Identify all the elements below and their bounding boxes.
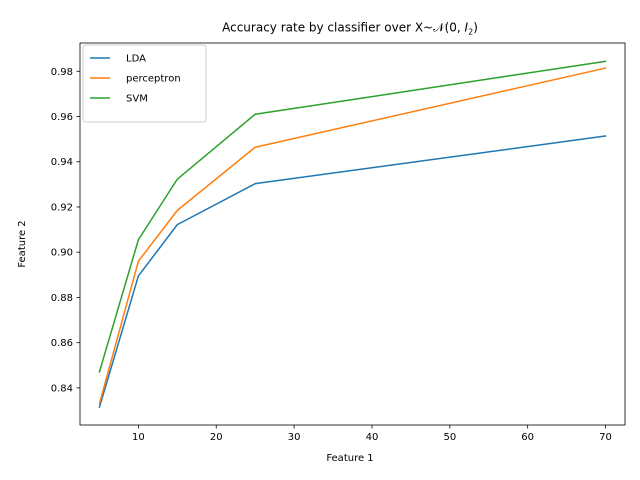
series-line-svm — [98, 60, 607, 373]
chart-title-math-sub: 2 — [468, 28, 473, 37]
x-tick-label: 60 — [521, 432, 534, 443]
y-tick-label: 0.96 — [51, 112, 73, 123]
svg-text:Accuracy rate by classifier ov: Accuracy rate by classifier over X~𝒩(0, … — [222, 21, 478, 37]
chart-title-math: 𝒩(0, — [433, 21, 464, 35]
x-tick-label: 10 — [132, 432, 145, 443]
x-axis: 10 20 30 40 50 60 70 — [132, 425, 612, 443]
y-axis-label: Feature 2 — [17, 220, 28, 267]
y-tick-label: 0.98 — [51, 67, 73, 78]
legend-label-svm: SVM — [126, 94, 148, 105]
chart-title-math-var: I — [465, 21, 469, 35]
x-tick-label: 70 — [599, 432, 612, 443]
legend: LDA perceptron SVM — [82, 44, 207, 123]
x-tick-label: 50 — [443, 432, 456, 443]
x-axis-label: Feature 1 — [326, 453, 373, 464]
y-tick-label: 0.92 — [51, 202, 73, 213]
x-tick-label: 40 — [366, 432, 379, 443]
y-axis: 0.84 0.86 0.88 0.90 0.92 0.94 0.96 0.98 — [51, 67, 80, 394]
legend-box — [82, 44, 207, 123]
x-tick-label: 30 — [288, 432, 301, 443]
series-line-lda — [98, 135, 607, 409]
y-tick-label: 0.90 — [51, 248, 73, 259]
chart-title-text: Accuracy rate by classifier over X~ — [222, 21, 433, 35]
x-tick-label: 20 — [210, 432, 223, 443]
legend-label-perceptron: perceptron — [126, 74, 181, 85]
chart-title: Accuracy rate by classifier over X~𝒩(0, … — [222, 21, 478, 37]
y-tick-label: 0.84 — [51, 383, 73, 394]
legend-label-lda: LDA — [126, 54, 146, 65]
y-tick-label: 0.94 — [51, 157, 73, 168]
chart-title-math-close: ) — [473, 21, 478, 35]
plot-area — [79, 42, 626, 426]
series-line-perceptron — [98, 67, 607, 405]
plot-frame — [79, 42, 626, 426]
y-tick-label: 0.88 — [51, 293, 73, 304]
y-tick-label: 0.86 — [51, 338, 73, 349]
